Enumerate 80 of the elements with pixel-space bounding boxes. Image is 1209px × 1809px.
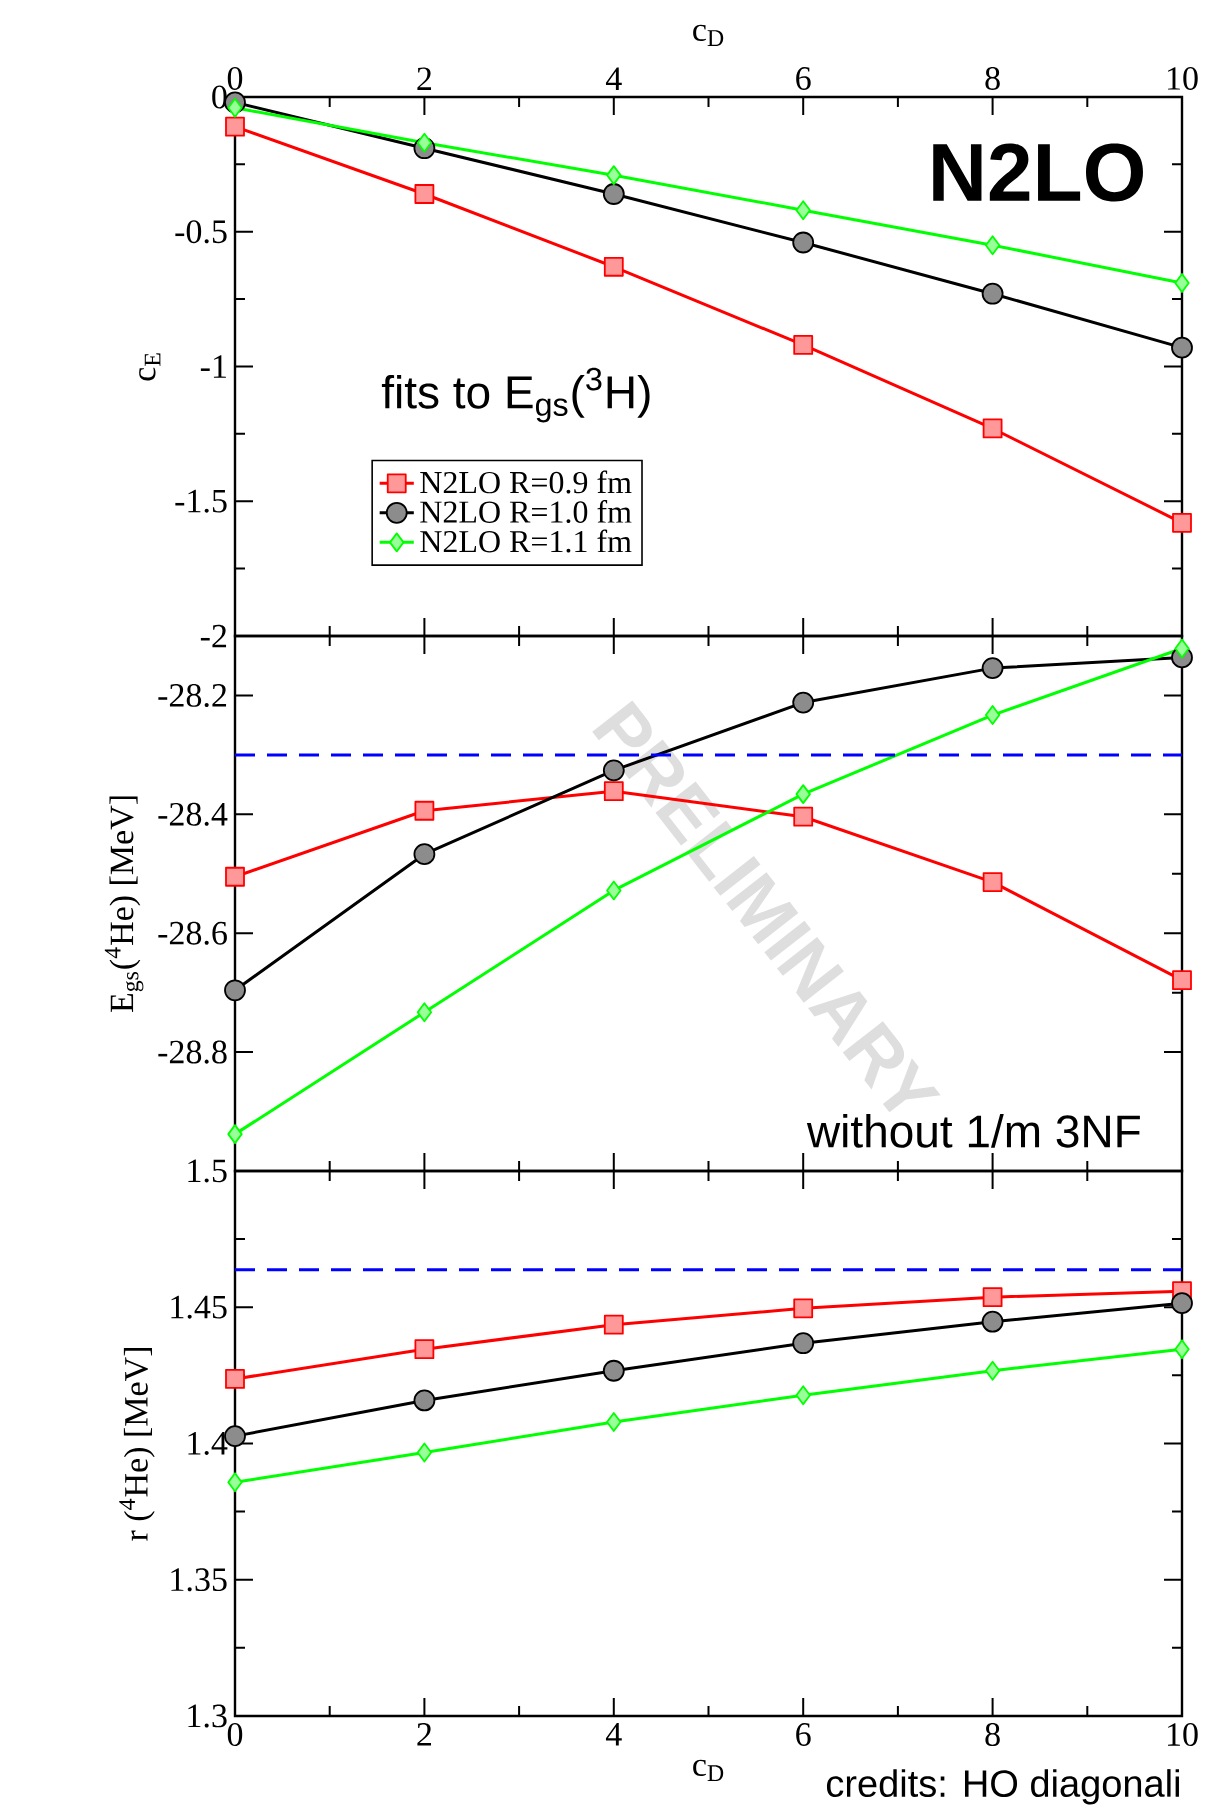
point <box>225 866 245 887</box>
y-axis-title: r ($^{4}$He) [MeV] <box>119 1348 155 1541</box>
point <box>981 1310 1004 1333</box>
point <box>224 979 246 1002</box>
y-tick-label: -28.2 <box>158 683 227 707</box>
point <box>982 872 1003 892</box>
point <box>984 705 1001 725</box>
x-tick-label: 8 <box>985 1723 1000 1747</box>
point <box>227 1472 243 1493</box>
point <box>792 1332 815 1355</box>
point <box>413 843 436 866</box>
legend-label: N2LO R=0.9 fm <box>420 470 632 494</box>
x2-tick-label: 0 <box>227 66 243 90</box>
x-tick-label: 0 <box>227 1723 243 1747</box>
x2-tick-label: 6 <box>796 67 811 90</box>
point <box>603 256 624 277</box>
point <box>227 1124 243 1145</box>
point <box>981 657 1004 680</box>
y-axis-title: E$_{gs}$($^{4}$He) [MeV] <box>104 796 144 1013</box>
point <box>1174 638 1190 659</box>
x2-tick-label: 4 <box>605 67 622 90</box>
annotation: fits to E$_{gs}$($^{3}$H) <box>381 367 650 423</box>
point <box>606 165 622 186</box>
point <box>1171 336 1193 359</box>
point <box>414 1339 435 1360</box>
point <box>1172 512 1192 533</box>
y-tick-label: -28.8 <box>158 1040 227 1064</box>
x-axis-title: c$_{D}$ <box>693 1759 724 1781</box>
y-tick-label: 1.3 <box>188 1704 227 1728</box>
point <box>982 418 1003 439</box>
point <box>603 1314 624 1335</box>
point <box>795 200 811 221</box>
point <box>414 800 435 821</box>
y-tick-label: 1.35 <box>171 1568 227 1592</box>
point <box>225 1369 245 1389</box>
point <box>1172 970 1192 991</box>
point <box>1174 1339 1190 1360</box>
annotation: without 1/m 3NF <box>806 1113 1140 1148</box>
point <box>982 1287 1003 1308</box>
x-tick-label: 6 <box>796 1723 811 1746</box>
point <box>795 1385 811 1406</box>
point <box>793 1298 814 1319</box>
annotation: N2LO <box>933 143 1143 202</box>
y-tick-label: -28.6 <box>158 921 227 945</box>
point <box>984 235 1001 256</box>
point <box>413 1389 436 1412</box>
x2-tick-label: 10 <box>1167 66 1198 90</box>
x-tick-label: 2 <box>417 1723 432 1746</box>
y-tick-label: -0.5 <box>175 220 227 244</box>
point <box>227 97 243 118</box>
point <box>416 1442 433 1463</box>
x2-tick-label: 8 <box>985 66 1000 90</box>
point <box>981 282 1004 305</box>
point <box>984 1360 1001 1381</box>
x2-axis-title: c$_{D}$ <box>693 24 724 46</box>
point <box>1171 1292 1193 1315</box>
x-tick-label: 10 <box>1167 1723 1198 1747</box>
point <box>416 132 433 153</box>
y-tick-label: -1 <box>200 355 226 378</box>
point <box>1174 273 1190 293</box>
y-axis-title: c$_{E}$ <box>139 353 161 381</box>
y-tick-label: 1.45 <box>171 1295 227 1319</box>
x2-tick-label: 2 <box>417 67 432 90</box>
x-tick-label: 4 <box>605 1723 622 1746</box>
y-tick-label: -2 <box>200 624 227 648</box>
point <box>414 184 435 204</box>
y-tick-label: -1.5 <box>175 489 227 513</box>
text: credits: HO diagonali <box>826 1769 1179 1805</box>
y-tick-label: 1.5 <box>188 1159 227 1183</box>
point <box>225 116 245 137</box>
point <box>792 231 815 254</box>
y-tick-label: -28.4 <box>158 802 228 826</box>
point <box>606 1412 622 1432</box>
legend-label: N2LO R=1.1 fm <box>420 529 632 553</box>
point <box>793 335 814 355</box>
legend-label: N2LO R=1.0 fm <box>420 500 632 524</box>
point <box>602 183 625 205</box>
point <box>416 1002 433 1023</box>
point <box>602 1359 625 1382</box>
y-tick-label: 1.4 <box>188 1432 228 1455</box>
